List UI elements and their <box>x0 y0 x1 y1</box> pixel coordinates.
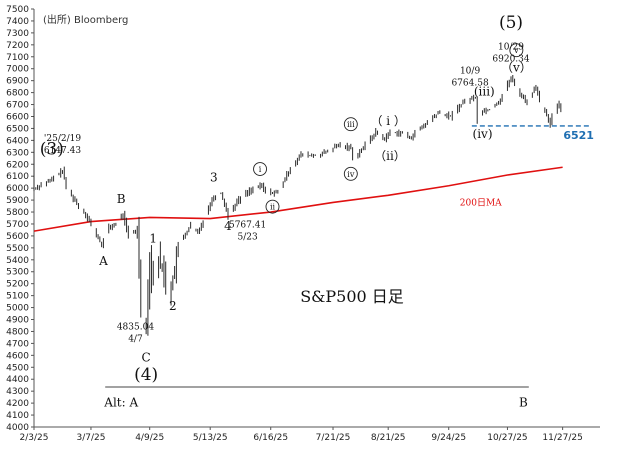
annotation-wave4_big: (4) <box>134 365 158 385</box>
y-tick-label: 6100 <box>6 172 29 182</box>
y-tick-label: 6200 <box>6 160 29 170</box>
annotation-C: C <box>142 350 151 364</box>
y-tick-label: 4800 <box>6 327 29 337</box>
annotation-iv_circ: iv <box>347 170 355 179</box>
x-tick-label: 6/16/25 <box>253 433 288 443</box>
y-tick-label: 4900 <box>6 316 29 326</box>
x-tick-label: 2/3/25 <box>20 433 49 443</box>
y-tick-label: 4200 <box>6 399 29 409</box>
annotation-alt: Alt: A <box>103 396 138 410</box>
y-tick-label: 4600 <box>6 351 29 361</box>
y-tick-label: 6900 <box>6 77 29 87</box>
y-tick-label: 4700 <box>6 339 29 349</box>
annotation-iii_par: (iii) <box>474 85 495 99</box>
annotation-wave5_big: (5) <box>499 13 523 33</box>
y-tick-label: 7300 <box>6 29 29 39</box>
wave-circle-v_circ <box>509 43 524 58</box>
y-tick-label: 4000 <box>6 423 29 433</box>
x-tick-label: 8/21/25 <box>371 433 406 443</box>
wave-circle-iv_circ <box>343 166 358 181</box>
wave-circle-ii_circ <box>265 199 280 214</box>
y-tick-label: 7500 <box>6 5 29 15</box>
annotation-oct9-line2: 6764.58 <box>451 78 488 88</box>
ma-200-label: 200日MA <box>460 197 502 208</box>
annotation-wave1: 1 <box>149 231 157 245</box>
y-tick-label: 5100 <box>6 292 29 302</box>
y-tick-label: 5800 <box>6 208 29 218</box>
y-tick-label: 4100 <box>6 411 29 421</box>
y-tick-label: 6000 <box>6 184 29 194</box>
annotation-B: B <box>117 192 126 206</box>
y-tick-label: 6400 <box>6 136 29 146</box>
chart-title: S&P500 日足 <box>300 287 404 306</box>
annotation-i_par: （ i ） <box>370 114 405 128</box>
annotation-v_circ: v <box>513 46 519 55</box>
y-tick-label: 5700 <box>6 220 29 230</box>
annotation-wave2: 2 <box>169 299 177 313</box>
y-tick-label: 4400 <box>6 375 29 385</box>
annotation-oct9-line1: 10/9 <box>460 66 480 76</box>
annotation-A: A <box>98 254 108 268</box>
annotation-wave4_small: 4 <box>224 219 232 233</box>
x-tick-label: 4/9/25 <box>135 433 164 443</box>
y-tick-label: 7000 <box>6 65 29 75</box>
annotation-iv_par: (iv) <box>473 127 493 141</box>
ma-200-line <box>33 166 563 232</box>
x-tick-label: 7/21/25 <box>316 433 351 443</box>
y-tick-label: 7200 <box>6 41 29 51</box>
y-tick-label: 6800 <box>6 89 29 99</box>
wave-circle-i_circ <box>253 162 267 176</box>
y-tick-label: 4500 <box>6 363 29 373</box>
y-tick-label: 5900 <box>6 196 29 206</box>
y-tick-label: 4300 <box>6 387 29 397</box>
support-label: 6521 <box>563 129 594 142</box>
annotation-peak_feb-line2: 6147.43 <box>44 146 81 156</box>
x-tick-label: 11/27/25 <box>542 433 582 443</box>
source-label: (出所) Bloomberg <box>43 13 128 26</box>
annotation-oct29-line2: 6920.34 <box>492 55 529 65</box>
y-tick-label: 7400 <box>6 17 29 27</box>
annotation-low_apr-line2: 4/7 <box>128 335 143 345</box>
wave-circle-iii_circ <box>343 117 358 132</box>
y-tick-label: 7100 <box>6 53 29 63</box>
y-tick-label: 6500 <box>6 124 29 134</box>
x-tick-label: 10/27/25 <box>487 433 527 443</box>
x-tick-label: 9/24/25 <box>431 433 466 443</box>
annotation-low_may-line1: 5767.41 <box>229 221 266 231</box>
x-tick-label: 5/13/25 <box>193 433 228 443</box>
annotation-i_circ: i <box>259 165 262 174</box>
annotation-low_may-line2: 5/23 <box>237 233 257 243</box>
y-tick-label: 6600 <box>6 112 29 122</box>
y-tick-label: 5000 <box>6 304 29 314</box>
annotation-ii_par: （ii） <box>374 149 406 163</box>
annotation-v_par: （v） <box>501 61 532 75</box>
y-tick-label: 6300 <box>6 148 29 158</box>
y-tick-label: 5400 <box>6 256 29 266</box>
y-tick-label: 5300 <box>6 268 29 278</box>
annotation-low_apr-line1: 4835.04 <box>117 323 154 333</box>
annotation-ii_circ: ii <box>270 203 276 212</box>
annotation-B_alt: B <box>519 396 528 410</box>
annotation-peak_feb-line1: '25/2/19 <box>44 134 81 144</box>
annotation-wave3_small: 3 <box>210 171 218 185</box>
annotation-oct29-line1: 10/29 <box>498 43 524 53</box>
y-tick-label: 5200 <box>6 280 29 290</box>
y-tick-label: 6700 <box>6 101 29 111</box>
y-tick-label: 5500 <box>6 244 29 254</box>
annotation-wave3: (3) <box>40 140 64 160</box>
annotation-iii_circ: iii <box>347 120 355 129</box>
x-tick-label: 3/7/25 <box>76 433 105 443</box>
y-tick-label: 5600 <box>6 232 29 242</box>
